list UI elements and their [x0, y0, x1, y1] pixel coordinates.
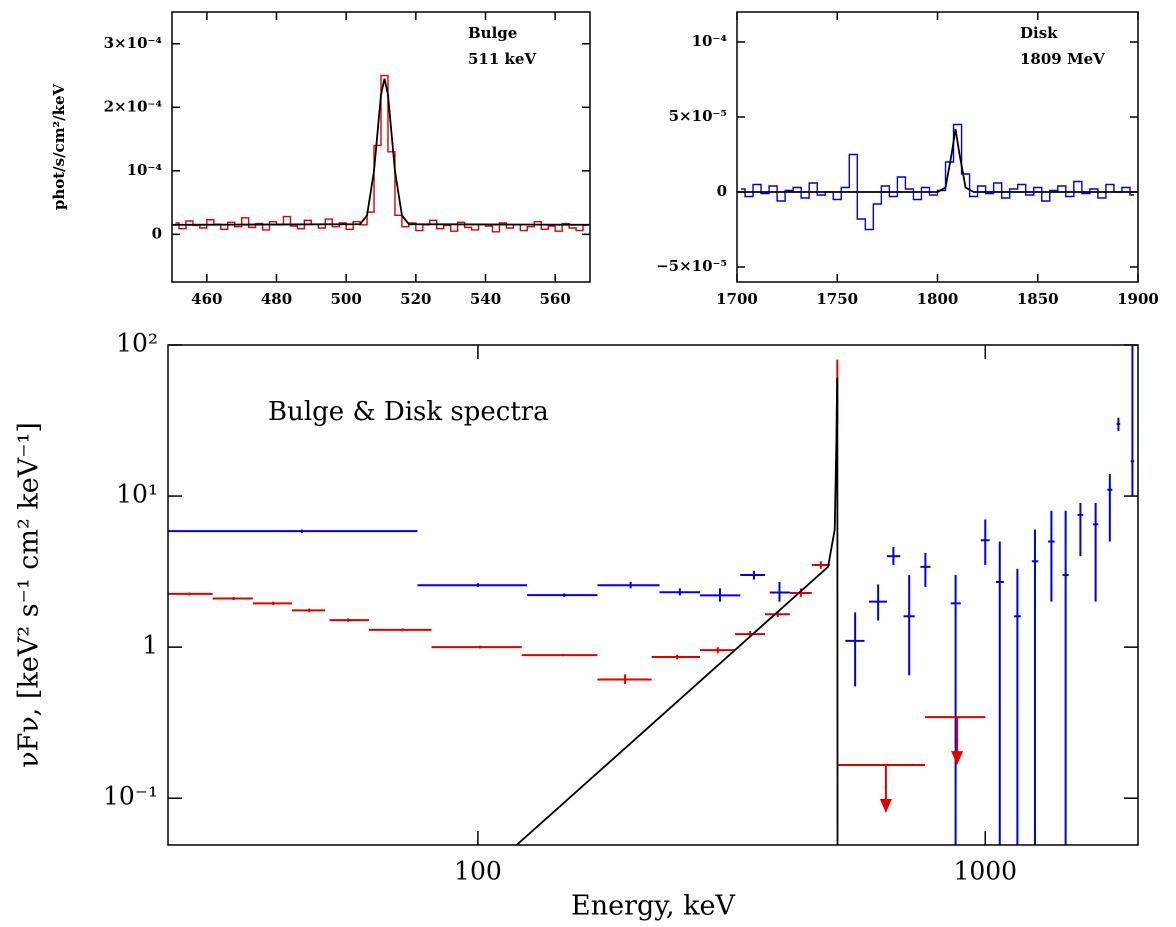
x-tick-label: 1800 — [917, 290, 959, 308]
x-tick-label: 1850 — [1017, 290, 1059, 308]
y-tick-label: 5×10⁻⁵ — [669, 107, 727, 125]
model-line — [515, 377, 839, 845]
y-tick-label: 2×10⁻⁴ — [104, 97, 163, 115]
y-tick-label: 10¹ — [116, 480, 158, 509]
x-tick-label: 1000 — [953, 857, 1017, 886]
y-tick-label: 10² — [116, 329, 158, 358]
y-tick-label: 3×10⁻⁴ — [104, 34, 163, 52]
y-tick-label: 0 — [717, 182, 727, 200]
annotation: Disk — [1020, 24, 1058, 42]
chart-title: Bulge & Disk spectra — [268, 397, 549, 427]
plot-area — [737, 123, 1138, 231]
y-tick-label: 0 — [152, 224, 162, 242]
upper-limit-arrow — [879, 798, 892, 813]
x-axis-label: Energy, keV — [571, 891, 735, 922]
annotation: Bulge — [468, 24, 517, 42]
model-line — [172, 78, 590, 226]
model-line — [737, 128, 1138, 193]
x-tick-label: 540 — [470, 290, 501, 308]
axes-frame — [736, 11, 1139, 283]
y-axis-label: νFν, [keV² s⁻¹ cm² keV⁻¹] — [14, 422, 45, 768]
x-tick-label: 500 — [331, 290, 362, 308]
x-tick-label: 480 — [261, 290, 292, 308]
y-axis-label: phot/s/cm²/keV — [50, 83, 68, 210]
x-tick-label: 100 — [454, 857, 502, 886]
x-tick-label: 560 — [540, 290, 571, 308]
x-tick-label: 1700 — [716, 290, 758, 308]
y-tick-label: 10⁻¹ — [103, 782, 158, 811]
y-tick-label: 1 — [142, 631, 158, 660]
x-tick-label: 460 — [191, 290, 222, 308]
axes-frame — [171, 11, 591, 283]
x-tick-label: 1750 — [816, 290, 858, 308]
plot-area — [168, 345, 1135, 845]
annotation: 511 keV — [468, 50, 536, 68]
x-tick-label: 1900 — [1117, 290, 1159, 308]
y-tick-label: 10⁻⁴ — [692, 32, 728, 50]
x-tick-label: 520 — [400, 290, 431, 308]
plot-area — [172, 74, 590, 233]
annotation: 1809 MeV — [1020, 50, 1105, 68]
upper-limit-arrow — [951, 751, 964, 766]
axes-frame — [167, 344, 1139, 846]
y-tick-label: 10⁻⁴ — [127, 161, 163, 179]
data-histogram — [741, 123, 1134, 231]
y-tick-label: −5×10⁻⁵ — [656, 257, 727, 275]
